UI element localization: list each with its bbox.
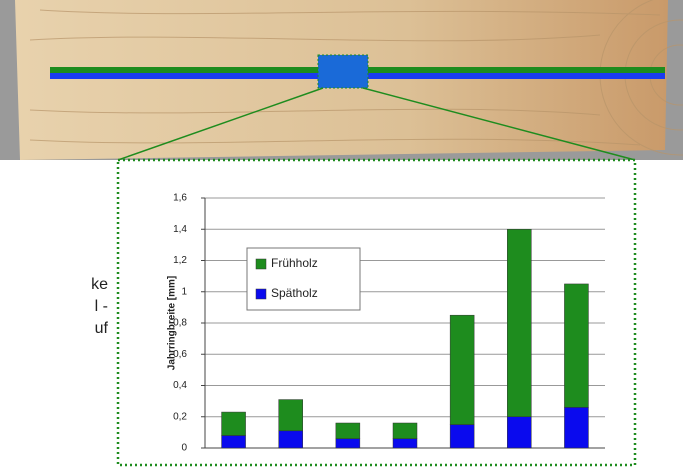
legend: Frühholz Spätholz (246, 247, 361, 311)
y-tick-label: 0,6 (173, 349, 187, 360)
bar-segment (335, 438, 361, 449)
bar-segment (392, 438, 418, 449)
legend-swatch (255, 288, 267, 300)
bar-segment (221, 411, 246, 436)
legend-label: Spätholz (271, 286, 318, 300)
text-fragment: uf (95, 320, 109, 337)
y-tick-label: 0,2 (173, 411, 187, 422)
bar-segment (392, 422, 418, 439)
y-tick-label: 1 (181, 286, 187, 297)
legend-label: Frühholz (271, 256, 318, 270)
y-axis-label: Jahrringbreite [mm] (167, 276, 178, 370)
y-tick-label: 1,2 (173, 255, 187, 266)
bar-segment (564, 283, 589, 408)
chart: 0 0,2 0,4 0,6 0,8 1 1,2 1,4 1,6 Frühholz Spätholz (173, 193, 605, 454)
legend-swatch (255, 258, 267, 270)
bar-segment (278, 430, 303, 449)
bar-segment (449, 314, 475, 425)
y-tick-label: 1,6 (173, 193, 187, 204)
text-fragment: l - (95, 298, 108, 315)
zoom-box (116, 158, 637, 467)
bar-segment (507, 416, 532, 449)
wood-photo (0, 0, 683, 161)
bar-segment (507, 229, 532, 417)
bar-segment (221, 435, 246, 449)
y-tick-label: 0 (181, 443, 187, 454)
y-tick-label: 1,4 (173, 224, 187, 235)
bar-segment (335, 422, 361, 439)
y-tick-label: 0,8 (173, 318, 187, 329)
y-tick-label: 0,4 (173, 380, 187, 391)
text-fragment: ke (91, 276, 108, 293)
bar-segment (449, 424, 475, 449)
bar-segment (564, 407, 589, 449)
legend-box (246, 247, 361, 311)
bar-segment (278, 399, 303, 432)
